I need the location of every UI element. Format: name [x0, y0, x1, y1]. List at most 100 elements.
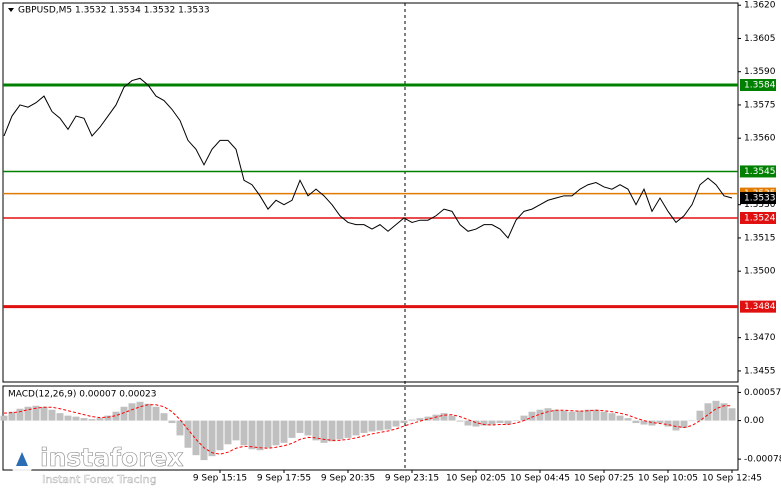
level-label: 1.3524 — [744, 213, 776, 223]
price-line — [3, 77, 733, 239]
x-tick-label: 10 Sep 04:45 — [510, 474, 570, 484]
y-tick-label: 1.3575 — [744, 100, 776, 110]
macd-bar — [144, 403, 152, 421]
logo-tagline: Instant Forex Tracing — [42, 473, 157, 486]
macd-bar — [352, 420, 360, 436]
macd-bar — [496, 420, 504, 424]
macd-bar — [312, 420, 320, 441]
y-tick-label: -0.00078 — [744, 455, 781, 465]
main-panel — [2, 2, 739, 383]
logo-brand: instaforex — [40, 443, 184, 472]
level-label: 1.3584 — [744, 81, 776, 91]
level-label-box — [740, 79, 776, 92]
macd-bar — [0, 415, 8, 421]
macd-bar — [584, 409, 592, 421]
macd-bar — [624, 418, 632, 421]
macd-bar — [8, 411, 16, 421]
macd-bar — [24, 406, 32, 421]
y-tick-label: 1.3620 — [744, 1, 776, 11]
menu-arrow — [8, 8, 14, 12]
macd-bar — [704, 403, 712, 421]
last-price-box — [740, 192, 776, 205]
macd-bar — [680, 420, 688, 428]
level-label-box — [740, 211, 776, 224]
y-tick-label: 1.3530 — [744, 200, 776, 210]
macd-bar — [568, 411, 576, 421]
macd-bar — [664, 420, 672, 427]
watermark: instaforex Instant Forex Tracing — [9, 443, 184, 486]
macd-bar — [536, 409, 544, 421]
macd-bar — [160, 413, 168, 421]
macd-bar — [712, 400, 720, 421]
macd-bar — [616, 415, 624, 421]
y-tick-label: 1.3605 — [744, 34, 776, 44]
macd-bar — [640, 420, 648, 425]
macd-bar — [32, 405, 40, 421]
level-label-box — [740, 165, 776, 178]
macd-bar — [256, 420, 264, 451]
macd-bar — [224, 420, 232, 445]
macd-bar — [240, 420, 248, 446]
macd-bar — [472, 420, 480, 427]
macd-bar — [512, 420, 520, 422]
macd-bar — [344, 420, 352, 438]
x-tick-label: 10 Sep 10:05 — [638, 474, 698, 484]
macd-bar — [576, 410, 584, 421]
macd-bar — [408, 419, 416, 421]
macd-bar — [560, 410, 568, 421]
macd-bar — [336, 420, 344, 440]
macd-title: MACD(12,26,9) 0.00007 0.00023 — [8, 390, 157, 400]
macd-bar — [56, 413, 64, 421]
macd-bar — [400, 420, 408, 424]
macd-bar — [488, 420, 496, 425]
macd-bar — [104, 415, 112, 421]
macd-bar — [600, 411, 608, 421]
level-label: 1.3484 — [744, 302, 776, 312]
macd-bar — [288, 420, 296, 438]
macd-bar — [40, 406, 48, 421]
y-tick-label: 1.3455 — [744, 366, 776, 376]
macd-bar — [720, 403, 728, 421]
macd-bar — [672, 420, 680, 431]
x-tick-label: 10 Sep 12:45 — [702, 474, 762, 484]
macd-bar — [128, 403, 136, 421]
macd-bar — [208, 420, 216, 457]
macd-bar — [16, 408, 24, 421]
macd-bar — [232, 420, 240, 441]
macd-bar — [64, 415, 72, 421]
macd-bar — [136, 401, 144, 421]
macd-bar — [112, 411, 120, 421]
x-tick-label: 9 Sep 20:35 — [321, 474, 375, 484]
x-tick-label: 10 Sep 07:25 — [574, 474, 634, 484]
macd-bar — [504, 420, 512, 425]
macd-bar — [456, 420, 464, 422]
macd-bar — [304, 420, 312, 436]
last-price-label: 1.3533 — [744, 194, 776, 204]
macd-bar — [328, 420, 336, 442]
macd-bar — [200, 420, 208, 461]
level-label: 1.3545 — [744, 167, 776, 177]
macd-bar — [592, 409, 600, 421]
macd-bar — [728, 408, 736, 421]
macd-bar — [168, 420, 176, 424]
macd-bar — [184, 420, 192, 448]
macd-bar — [72, 416, 80, 421]
macd-bar — [384, 420, 392, 430]
y-tick-label: 1.3470 — [744, 333, 776, 343]
x-tick-label: 10 Sep 02:05 — [446, 474, 506, 484]
macd-bar — [440, 413, 448, 421]
y-tick-label: 0.00057 — [744, 388, 781, 398]
macd-bar — [688, 420, 696, 422]
macd-bar — [248, 420, 256, 450]
macd-bar — [392, 420, 400, 427]
macd-bar — [280, 420, 288, 443]
y-tick-label: 1.3590 — [744, 67, 776, 77]
level-label-box — [740, 300, 776, 313]
x-tick-label: 9 Sep 17:55 — [257, 474, 311, 484]
macd-bar — [216, 420, 224, 451]
signal-line — [3, 404, 732, 455]
macd-bar — [448, 415, 456, 421]
macd-bar — [424, 416, 432, 421]
